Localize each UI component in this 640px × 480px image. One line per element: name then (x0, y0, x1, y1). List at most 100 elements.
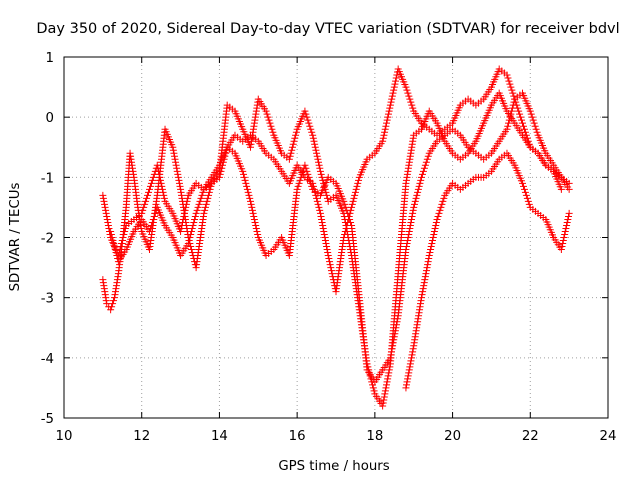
data-marker (248, 203, 256, 211)
data-marker (99, 194, 107, 202)
data-marker (561, 227, 569, 235)
data-marker (424, 261, 432, 269)
data-marker (409, 348, 417, 356)
data-marker (109, 300, 117, 308)
data-marker (422, 158, 430, 166)
data-marker (379, 399, 387, 407)
data-point (410, 203, 418, 211)
data-marker (315, 203, 323, 211)
axis-ticks: 10 12 14 16 18 20 22 24 -5 -4 -3 -2 -1 0 1 (41, 51, 617, 444)
data-marker (402, 381, 410, 389)
data-point (239, 167, 247, 175)
data-marker (393, 318, 401, 326)
data-marker (558, 243, 566, 251)
data-marker (434, 212, 442, 220)
data-marker (422, 270, 430, 278)
data-marker (352, 185, 360, 193)
data-marker (381, 125, 389, 133)
data-marker (412, 194, 420, 202)
data-marker (107, 230, 115, 238)
data-marker (414, 188, 422, 196)
data-marker (420, 279, 428, 287)
data-marker (241, 176, 249, 184)
data-point (316, 167, 324, 175)
data-marker (305, 173, 313, 181)
data-marker (404, 372, 412, 380)
data-point (262, 107, 270, 115)
data-marker (315, 161, 323, 169)
data-marker (325, 255, 333, 263)
data-marker (560, 234, 568, 241)
data-marker (141, 200, 149, 208)
data-marker (205, 188, 213, 196)
data-marker (172, 161, 180, 169)
data-marker (308, 182, 316, 190)
data-marker (432, 218, 440, 226)
data-marker (289, 140, 297, 148)
data-marker (287, 149, 295, 157)
data-marker (146, 182, 154, 190)
data-marker (252, 221, 260, 229)
data-marker (145, 188, 153, 196)
series-track-3 (107, 89, 573, 386)
data-marker (404, 234, 412, 241)
data-marker (267, 122, 275, 130)
data-marker (323, 191, 331, 199)
data-marker (295, 179, 303, 187)
data-marker (524, 197, 532, 205)
data-marker (265, 116, 273, 124)
data-marker (111, 246, 119, 254)
data-marker (432, 221, 440, 229)
data-marker (529, 116, 537, 124)
data-marker (316, 206, 324, 214)
data-marker (424, 258, 432, 266)
data-marker (147, 179, 155, 187)
data-point (565, 179, 573, 187)
data-marker (384, 372, 392, 380)
data-marker (369, 384, 377, 392)
data-marker (314, 200, 322, 208)
data-marker (531, 122, 539, 130)
data-point (557, 246, 565, 254)
data-marker (420, 164, 428, 172)
data-marker (419, 288, 427, 296)
data-marker (317, 212, 325, 220)
data-marker (421, 276, 429, 284)
data-marker (176, 182, 184, 190)
data-point (425, 252, 433, 260)
data-marker (504, 74, 512, 82)
data-marker (266, 119, 274, 127)
data-marker (405, 230, 413, 238)
data-marker (160, 194, 168, 202)
data-marker (199, 188, 207, 196)
data-point (107, 227, 115, 235)
data-marker (103, 212, 111, 220)
data-marker (292, 128, 300, 136)
data-marker (198, 191, 206, 199)
data-marker (252, 224, 260, 232)
data-marker (149, 173, 157, 181)
data-marker (303, 167, 311, 175)
data-marker (381, 128, 389, 136)
data-marker (191, 215, 199, 223)
data-point (519, 119, 527, 127)
data-marker (319, 221, 327, 229)
data-marker (391, 80, 399, 88)
data-marker (186, 234, 194, 241)
x-tick-label: 10 (56, 429, 73, 444)
data-marker (321, 237, 329, 245)
data-marker (243, 185, 251, 193)
data-marker (427, 243, 435, 251)
data-point (316, 209, 324, 217)
data-marker (405, 92, 413, 100)
data-marker (322, 240, 330, 248)
data-point (417, 294, 425, 302)
data-marker (173, 167, 181, 175)
data-point (324, 252, 332, 260)
data-marker (111, 243, 119, 251)
grid (64, 57, 608, 418)
data-marker (314, 155, 322, 163)
data-series (99, 65, 573, 410)
data-marker (313, 149, 321, 157)
data-marker (405, 366, 413, 374)
